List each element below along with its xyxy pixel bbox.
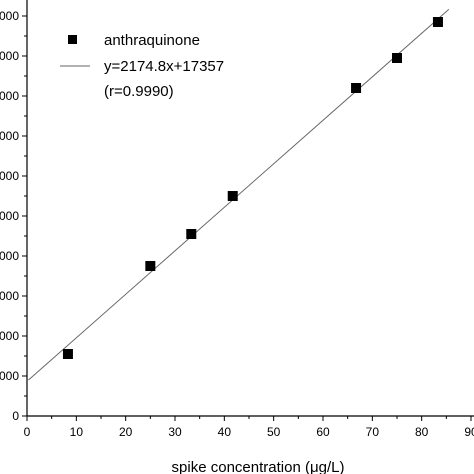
x-tick-label: 80 <box>415 425 429 439</box>
y-tick-label: 200000 <box>0 9 19 23</box>
y-tick-label: 40000 <box>0 329 19 343</box>
y-tick-label: 60000 <box>0 289 19 303</box>
legend-correlation: (r=0.9990) <box>104 83 174 100</box>
x-tick-label: 60 <box>316 425 330 439</box>
y-tick-label: 140000 <box>0 129 19 143</box>
fit-line-group <box>28 9 450 381</box>
y-tick-label: 100000 <box>0 209 19 223</box>
y-axis-ticks: 0 20000 40000 60000 80000 100000 120000 140000 1… <box>0 9 27 423</box>
x-tick-label: 50 <box>267 425 281 439</box>
data-points <box>62 17 443 359</box>
data-point <box>351 83 362 93</box>
legend-label-anthraquinone: anthraquinone <box>104 32 200 49</box>
y-tick-label: 0 <box>12 409 19 423</box>
x-tick-label: 20 <box>119 425 133 439</box>
x-tick-label: 70 <box>366 425 380 439</box>
x-tick-label: 30 <box>168 425 182 439</box>
x-tick-label: 90 <box>464 425 474 439</box>
fit-line <box>28 9 450 381</box>
legend: anthraquinone y=2174.8x+17357 (r=0.9990) <box>60 32 224 100</box>
axes <box>26 0 474 417</box>
y-tick-label: 80000 <box>0 249 19 263</box>
x-tick-label: 10 <box>70 425 84 439</box>
x-axis-ticks: 0 10 20 30 40 50 60 70 80 90 <box>24 416 474 439</box>
data-point <box>432 17 443 27</box>
data-point <box>145 261 156 271</box>
x-tick-label: 40 <box>218 425 232 439</box>
data-point <box>62 349 73 359</box>
legend-fit-equation: y=2174.8x+17357 <box>104 58 224 75</box>
y-tick-label: 120000 <box>0 169 19 183</box>
x-tick-label: 0 <box>24 425 31 439</box>
y-tick-label: 160000 <box>0 89 19 103</box>
data-point <box>392 53 402 63</box>
data-point <box>186 229 197 239</box>
data-point <box>227 191 238 201</box>
y-tick-label: 20000 <box>0 369 19 383</box>
legend-marker-anthraquinone <box>68 35 77 44</box>
y-tick-label: 180000 <box>0 49 19 63</box>
x-axis-title: spike concentration (μg/L) <box>172 459 345 474</box>
